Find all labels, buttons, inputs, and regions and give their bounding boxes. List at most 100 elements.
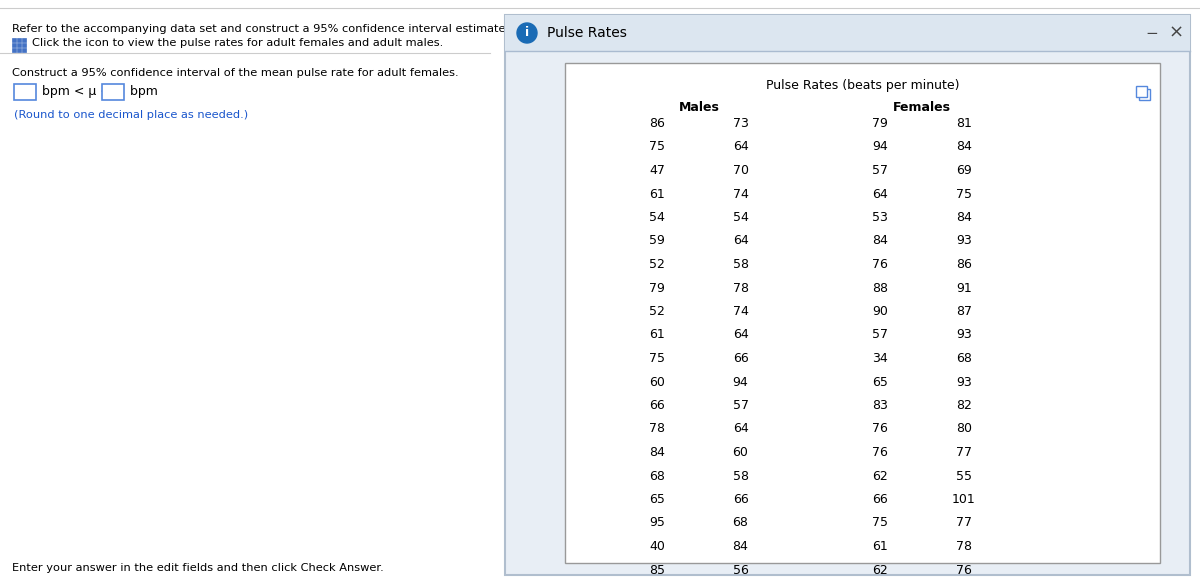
Text: 54: 54 xyxy=(649,211,665,224)
Text: 52: 52 xyxy=(649,305,665,318)
Text: 55: 55 xyxy=(955,469,972,482)
Text: Females: Females xyxy=(893,101,952,114)
Bar xyxy=(12,43,16,47)
Text: −: − xyxy=(1146,26,1158,41)
Text: 64: 64 xyxy=(872,188,888,200)
Text: 86: 86 xyxy=(955,258,972,271)
Circle shape xyxy=(517,23,538,43)
Text: 66: 66 xyxy=(872,493,888,506)
Text: bpm < μ <: bpm < μ < xyxy=(38,85,115,99)
Text: 75: 75 xyxy=(649,141,665,153)
Text: 68: 68 xyxy=(732,517,749,529)
Text: 80: 80 xyxy=(955,422,972,436)
Text: 66: 66 xyxy=(733,352,749,365)
Text: 82: 82 xyxy=(955,399,972,412)
Text: 70: 70 xyxy=(732,164,749,177)
Text: 68: 68 xyxy=(649,469,665,482)
Text: 76: 76 xyxy=(872,258,888,271)
FancyBboxPatch shape xyxy=(102,84,124,100)
Bar xyxy=(17,43,22,47)
Bar xyxy=(22,43,26,47)
Text: Males: Males xyxy=(678,101,719,114)
Text: 76: 76 xyxy=(955,564,972,576)
Text: 77: 77 xyxy=(955,517,972,529)
Text: 62: 62 xyxy=(872,469,888,482)
Text: 95: 95 xyxy=(649,517,665,529)
Text: 60: 60 xyxy=(732,446,749,459)
Text: 77: 77 xyxy=(955,446,972,459)
Text: 64: 64 xyxy=(733,422,749,436)
Text: 81: 81 xyxy=(955,117,972,130)
Bar xyxy=(22,38,26,42)
Text: 64: 64 xyxy=(733,328,749,342)
Text: Click the icon to view the pulse rates for adult females and adult males.: Click the icon to view the pulse rates f… xyxy=(32,38,443,48)
Text: 91: 91 xyxy=(955,282,972,295)
Text: bpm: bpm xyxy=(126,85,158,99)
Text: 78: 78 xyxy=(732,282,749,295)
Text: 56: 56 xyxy=(732,564,749,576)
Text: 87: 87 xyxy=(955,305,972,318)
Text: Enter your answer in the edit fields and then click Check Answer.: Enter your answer in the edit fields and… xyxy=(12,563,384,573)
Text: (Round to one decimal place as needed.): (Round to one decimal place as needed.) xyxy=(14,110,248,120)
Text: Pulse Rates: Pulse Rates xyxy=(547,26,626,40)
Text: 61: 61 xyxy=(872,540,888,553)
Text: 58: 58 xyxy=(732,469,749,482)
Text: 93: 93 xyxy=(955,375,972,389)
FancyBboxPatch shape xyxy=(505,15,1190,51)
Text: 62: 62 xyxy=(872,564,888,576)
FancyBboxPatch shape xyxy=(505,15,1190,575)
Text: 69: 69 xyxy=(955,164,972,177)
Text: ×: × xyxy=(1169,24,1183,42)
Text: 40: 40 xyxy=(649,540,665,553)
FancyBboxPatch shape xyxy=(1136,86,1147,97)
Text: 61: 61 xyxy=(649,328,665,342)
Text: 90: 90 xyxy=(872,305,888,318)
Bar xyxy=(17,48,22,52)
Text: 54: 54 xyxy=(732,211,749,224)
Text: 84: 84 xyxy=(872,235,888,248)
Text: 74: 74 xyxy=(732,188,749,200)
Text: 88: 88 xyxy=(872,282,888,295)
Text: 94: 94 xyxy=(872,141,888,153)
Text: 86: 86 xyxy=(649,117,665,130)
Text: 75: 75 xyxy=(872,517,888,529)
Text: 79: 79 xyxy=(872,117,888,130)
Bar xyxy=(12,48,16,52)
Text: 84: 84 xyxy=(732,540,749,553)
Text: 66: 66 xyxy=(649,399,665,412)
Text: 65: 65 xyxy=(872,375,888,389)
Text: 59: 59 xyxy=(649,235,665,248)
Text: 93: 93 xyxy=(955,328,972,342)
Text: 61: 61 xyxy=(649,188,665,200)
Bar xyxy=(12,38,16,42)
Text: Refer to the accompanying data set and construct a 95% confidence interval estim: Refer to the accompanying data set and c… xyxy=(12,24,1061,34)
Text: 65: 65 xyxy=(649,493,665,506)
Text: 53: 53 xyxy=(872,211,888,224)
Text: 83: 83 xyxy=(872,399,888,412)
Text: 94: 94 xyxy=(733,375,749,389)
Bar xyxy=(17,38,22,42)
Text: 34: 34 xyxy=(872,352,888,365)
Text: Pulse Rates (beats per minute): Pulse Rates (beats per minute) xyxy=(766,79,959,92)
Text: 78: 78 xyxy=(955,540,972,553)
Text: 57: 57 xyxy=(732,399,749,412)
FancyBboxPatch shape xyxy=(14,84,36,100)
FancyBboxPatch shape xyxy=(565,63,1160,563)
Bar xyxy=(22,48,26,52)
Text: 79: 79 xyxy=(649,282,665,295)
Text: 66: 66 xyxy=(733,493,749,506)
Text: 47: 47 xyxy=(649,164,665,177)
Text: 58: 58 xyxy=(732,258,749,271)
Text: 68: 68 xyxy=(955,352,972,365)
Text: 64: 64 xyxy=(733,141,749,153)
Text: 84: 84 xyxy=(955,211,972,224)
Text: 85: 85 xyxy=(649,564,665,576)
Text: 60: 60 xyxy=(649,375,665,389)
Text: Construct a 95% confidence interval of the mean pulse rate for adult females.: Construct a 95% confidence interval of t… xyxy=(12,68,458,78)
Text: i: i xyxy=(524,27,529,40)
Text: 75: 75 xyxy=(649,352,665,365)
Text: 76: 76 xyxy=(872,446,888,459)
Text: 78: 78 xyxy=(649,422,665,436)
Text: 101: 101 xyxy=(952,493,976,506)
Text: 84: 84 xyxy=(649,446,665,459)
